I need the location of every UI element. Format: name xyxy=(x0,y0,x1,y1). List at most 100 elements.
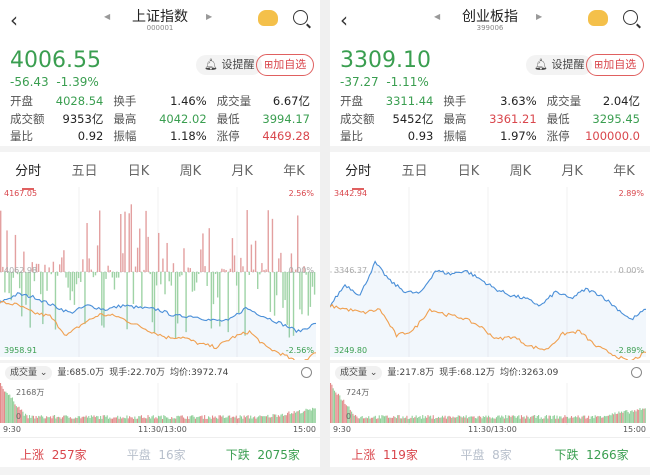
set-reminder-button[interactable]: 🔔︎ 设提醒 xyxy=(526,55,593,75)
volume-bar xyxy=(247,415,249,423)
tab-0[interactable]: 分时 xyxy=(13,158,43,190)
mascot-icon[interactable] xyxy=(588,10,608,26)
volume-chart[interactable] xyxy=(0,383,320,425)
volume-bar xyxy=(210,418,212,423)
tab-0[interactable]: 分时 xyxy=(343,158,373,190)
tab-1[interactable]: 五日 xyxy=(71,164,98,179)
volume-bar xyxy=(122,417,124,423)
bell-icon: 🔔︎ xyxy=(204,58,218,71)
volume-bar xyxy=(565,416,567,423)
volume-bar xyxy=(495,417,497,423)
stat-item: 最低 3994.17 xyxy=(217,111,310,129)
tab-3[interactable]: 周K xyxy=(509,164,532,179)
stat-value: 9353亿 xyxy=(62,111,104,126)
volume-bar xyxy=(109,417,111,423)
tab-2[interactable]: 日K xyxy=(127,164,150,179)
volume-bar xyxy=(451,417,453,423)
prev-index-icon[interactable]: ◀ xyxy=(104,12,111,21)
back-icon[interactable]: ‹ xyxy=(340,8,348,32)
volume-bar xyxy=(248,418,250,423)
time-end: 15:00 xyxy=(292,425,316,434)
volume-bar xyxy=(609,414,611,423)
volume-bar xyxy=(206,418,208,423)
volume-bar xyxy=(161,418,164,423)
tab-3[interactable]: 周K xyxy=(179,164,202,179)
mascot-icon[interactable] xyxy=(258,10,278,26)
volume-bar xyxy=(217,418,219,423)
settings-icon[interactable] xyxy=(301,367,312,378)
volume-bar xyxy=(308,409,310,423)
tab-4[interactable]: 月K xyxy=(561,164,583,179)
y-mid-label: 4062.98 xyxy=(4,266,38,275)
volume-bar xyxy=(1,386,3,423)
volume-bar xyxy=(411,415,413,423)
volume-bar xyxy=(348,406,350,423)
volume-bar xyxy=(155,417,157,423)
down-bar xyxy=(4,272,6,293)
add-watchlist-button[interactable]: ⊞加自选 xyxy=(586,54,645,76)
set-reminder-button[interactable]: 🔔︎ 设提醒 xyxy=(196,55,263,75)
indicator-dropdown[interactable]: 成交量 ⌄ xyxy=(335,366,383,380)
tab-2[interactable]: 日K xyxy=(457,164,480,179)
volume-bar xyxy=(205,418,207,423)
prev-index-icon[interactable]: ◀ xyxy=(434,12,441,21)
volume-bar xyxy=(64,415,66,423)
down-bar xyxy=(219,272,221,327)
volume-bar xyxy=(181,415,183,423)
stat-value: 1.46% xyxy=(170,94,207,108)
intraday-chart[interactable] xyxy=(0,187,320,362)
volume-bar xyxy=(514,416,516,423)
volume-bar xyxy=(183,417,185,423)
search-icon[interactable] xyxy=(293,10,308,25)
volume-bar xyxy=(80,418,82,423)
volume-bar xyxy=(32,415,35,423)
volume-bar xyxy=(169,418,171,423)
volume-bar xyxy=(527,416,529,423)
add-watchlist-button[interactable]: ⊞加自选 xyxy=(256,54,315,76)
settings-icon[interactable] xyxy=(631,367,642,378)
down-bar xyxy=(174,272,177,339)
down-bar xyxy=(75,272,78,285)
volume-bar xyxy=(640,409,642,423)
volume-bar xyxy=(111,418,114,423)
volume-bar xyxy=(335,392,337,423)
volume-bar xyxy=(627,412,629,423)
stat-value: 4469.28 xyxy=(262,129,310,143)
volume-bar xyxy=(478,415,480,423)
down-bar xyxy=(164,272,166,295)
intraday-chart[interactable] xyxy=(330,187,650,362)
volume-bar xyxy=(300,413,302,423)
volume-bar xyxy=(34,418,36,423)
volume-bar xyxy=(385,415,387,423)
back-icon[interactable]: ‹ xyxy=(10,8,18,32)
search-icon[interactable] xyxy=(623,10,638,25)
volume-bar xyxy=(126,415,128,423)
volume-bar xyxy=(513,415,515,423)
volume-bar xyxy=(254,416,256,423)
tab-1[interactable]: 五日 xyxy=(401,164,428,179)
volume-bar xyxy=(40,415,42,423)
volume-chart[interactable] xyxy=(330,383,650,425)
up-bar xyxy=(2,266,4,272)
volume-bar xyxy=(469,416,471,423)
volume-bar xyxy=(437,416,440,423)
next-index-icon[interactable]: ▶ xyxy=(206,12,213,21)
indicator-dropdown[interactable]: 成交量 ⌄ xyxy=(5,366,53,380)
volume-bar xyxy=(402,416,404,423)
avg-price-readout: 均价:3972.74 xyxy=(170,368,229,378)
volume-bar xyxy=(607,415,609,423)
tab-5[interactable]: 年K xyxy=(613,164,635,179)
volume-bar xyxy=(466,418,469,423)
up-bar xyxy=(162,258,164,272)
volume-bar xyxy=(561,418,563,423)
advancers-count: 257家 xyxy=(51,448,87,462)
volume-bar xyxy=(225,417,227,423)
stat-label: 开盘 xyxy=(10,94,33,108)
up-bar xyxy=(14,234,17,272)
stat-label: 成交额 xyxy=(10,111,45,126)
volume-bar xyxy=(269,417,272,423)
next-index-icon[interactable]: ▶ xyxy=(536,12,543,21)
tab-4[interactable]: 月K xyxy=(231,164,253,179)
advancers: 上涨 119家 xyxy=(351,446,418,463)
tab-5[interactable]: 年K xyxy=(283,164,305,179)
